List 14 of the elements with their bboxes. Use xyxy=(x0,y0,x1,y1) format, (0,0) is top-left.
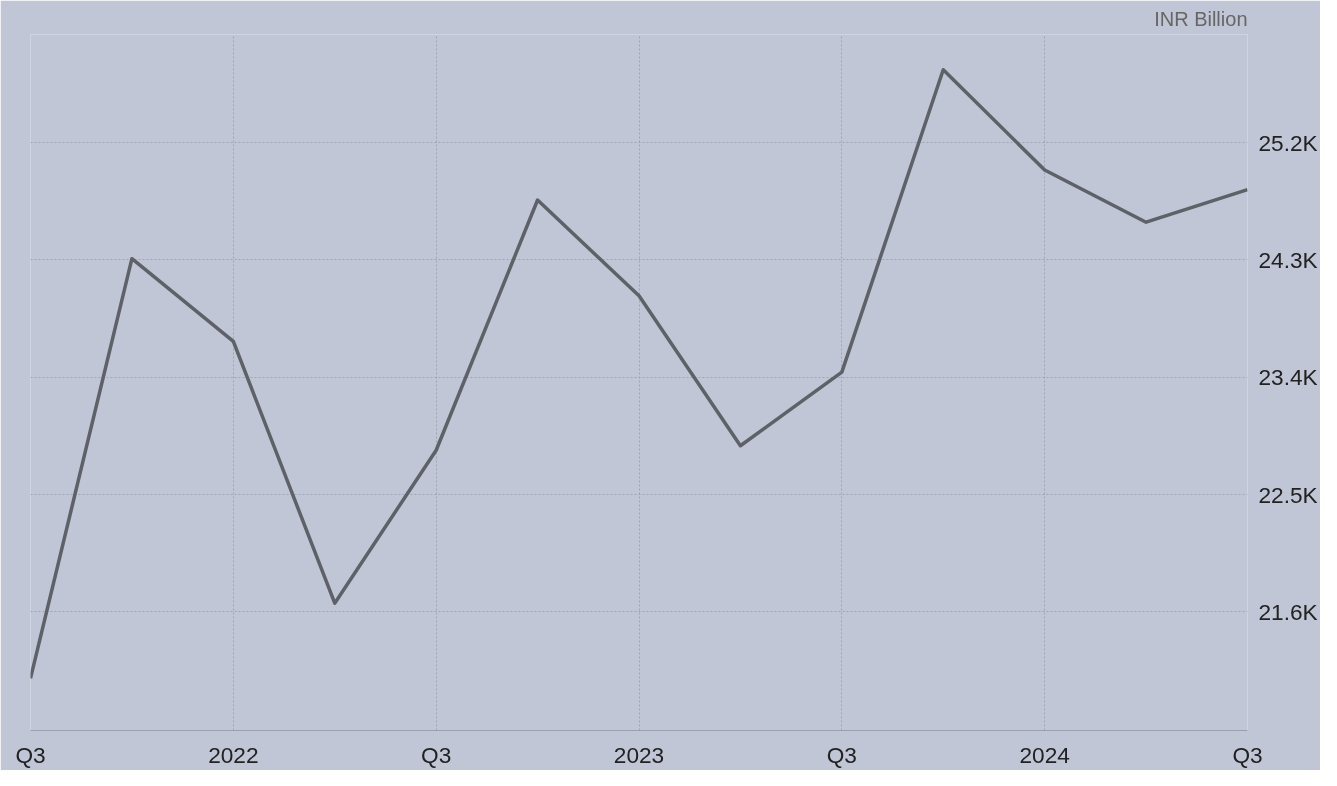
y-tick-label: 22.5K xyxy=(1258,481,1318,508)
x-tick-label: Q3 xyxy=(421,741,452,768)
x-tick-label: 2022 xyxy=(208,741,259,768)
y-tick-label: 24.3K xyxy=(1258,246,1318,273)
x-tick-label: Q3 xyxy=(826,741,857,768)
x-tick-label: Q3 xyxy=(15,741,46,768)
x-tick-label: 2023 xyxy=(613,741,665,768)
x-tick-label: Q3 xyxy=(1232,741,1263,768)
y-tick-label: 21.6K xyxy=(1258,598,1318,625)
x-tick-label: 2024 xyxy=(1019,741,1070,768)
y-tick-label: 25.2K xyxy=(1258,129,1318,156)
y-tick-label: 23.4K xyxy=(1258,364,1318,391)
y-axis-title: INR Billion xyxy=(1154,7,1248,30)
line-series xyxy=(30,67,1248,681)
